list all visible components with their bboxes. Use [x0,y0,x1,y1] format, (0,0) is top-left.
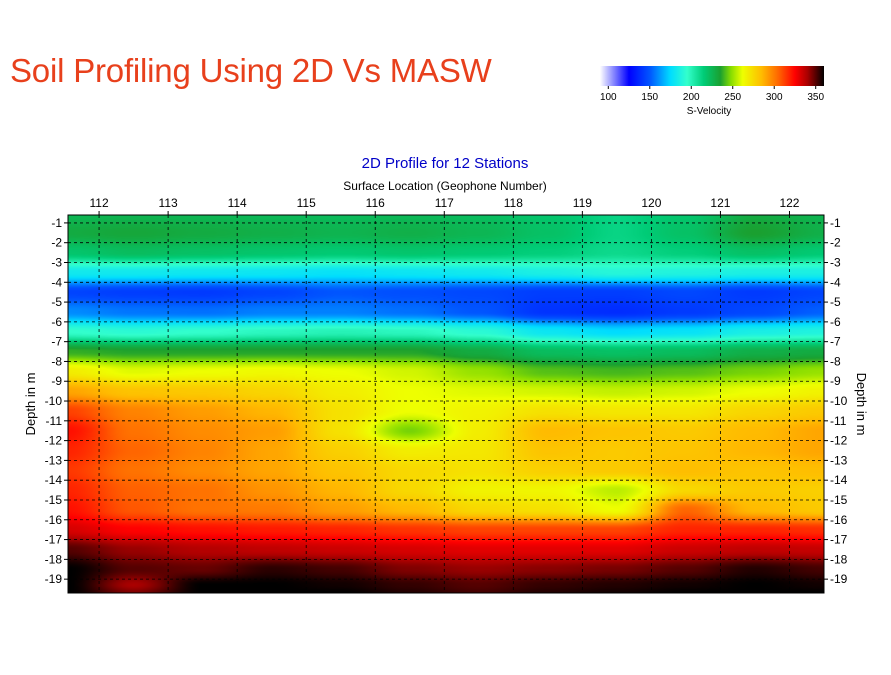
x-axis-ticks: 112 113 114 115 116 117 118 119 120 121 122 [89,196,800,215]
y-tick-label-left: -5 [51,295,62,309]
main-title: Soil Profiling Using 2D Vs MASW [10,52,492,89]
y-axis-label-right: Depth in m [854,373,869,436]
x-tick-label: 116 [366,196,385,210]
y-tick-label-right: -7 [830,335,841,349]
colorbar-ticks: 100 150 200 250 300 350 [600,86,824,103]
colorbar-tick-label: 200 [683,92,700,103]
y-tick-label-right: -5 [830,295,841,309]
y-tick-label-right: -16 [830,513,848,527]
y-tick-label-right: -17 [830,533,848,547]
x-tick-label: 117 [435,196,454,210]
colorbar-label: S-Velocity [687,106,731,117]
colorbar: 100 150 200 250 300 350 S-Velocity [600,66,824,117]
y-tick-label-left: -8 [51,354,62,368]
x-tick-label: 115 [297,196,316,210]
heatmap [68,215,824,593]
heatmap-raster [68,215,824,593]
y-tick-label-right: -12 [830,434,848,448]
y-tick-label-right: -3 [830,255,841,269]
y-axis-right-ticks: -1 -2 -3 -4 -5 -6 -7 -8 -9 -10 -11 -12 -13 -14 -15 -16 -… [824,216,848,586]
grid-lines [68,215,824,593]
plot-frame [67,214,825,594]
y-tick-label-right: -1 [830,216,841,230]
y-tick-label-right: -13 [830,453,848,467]
x-tick-label: 113 [159,196,178,210]
colorbar-tick-label: 250 [724,92,741,103]
x-tick-label: 119 [573,196,592,210]
y-tick-label-left: -3 [51,255,62,269]
x-tick-label: 118 [504,196,523,210]
y-tick-label-right: -2 [830,236,841,250]
y-axis-label-left: Depth in m [23,373,38,436]
y-tick-label-left: -13 [45,453,63,467]
y-tick-label-left: -4 [51,275,62,289]
y-tick-label-left: -10 [45,394,63,408]
y-tick-label-left: -17 [45,533,63,547]
y-tick-label-left: -18 [45,552,63,566]
y-tick-label-left: -6 [51,315,62,329]
y-tick-label-right: -11 [830,414,847,428]
plot-title: 2D Profile for 12 Stations [362,155,529,172]
x-tick-label: 121 [710,196,730,210]
y-axis-left-ticks: -1 -2 -3 -4 -5 -6 -7 -8 -9 -10 -11 -12 -13 -14 -15 -16 -… [45,216,68,586]
x-tick-label: 112 [89,196,108,210]
colorbar-gradient [600,66,824,86]
y-tick-label-left: -15 [45,493,63,507]
y-tick-label-right: -10 [830,394,848,408]
y-tick-label-right: -4 [830,275,841,289]
y-tick-label-left: -9 [51,374,62,388]
y-tick-label-left: -11 [46,414,63,428]
y-tick-label-left: -12 [45,434,63,448]
y-tick-label-right: -18 [830,552,848,566]
x-tick-label: 120 [641,196,661,210]
x-tick-label: 114 [228,196,247,210]
y-tick-label-right: -9 [830,374,841,388]
y-tick-label-left: -1 [51,216,62,230]
y-tick-label-left: -14 [45,473,63,487]
y-tick-label-right: -6 [830,315,841,329]
y-tick-label-left: -2 [51,236,62,250]
x-tick-label: 122 [779,196,799,210]
colorbar-tick-label: 100 [600,92,617,103]
y-tick-label-left: -7 [51,335,62,349]
y-tick-label-left: -16 [45,513,63,527]
y-tick-label-right: -14 [830,473,848,487]
x-axis-label: Surface Location (Geophone Number) [343,179,546,193]
y-tick-label-right: -15 [830,493,848,507]
colorbar-tick-label: 350 [807,92,824,103]
y-tick-label-right: -19 [830,572,848,586]
y-tick-label-right: -8 [830,354,841,368]
colorbar-tick-label: 150 [641,92,658,103]
y-tick-label-left: -19 [45,572,63,586]
colorbar-tick-label: 300 [766,92,783,103]
